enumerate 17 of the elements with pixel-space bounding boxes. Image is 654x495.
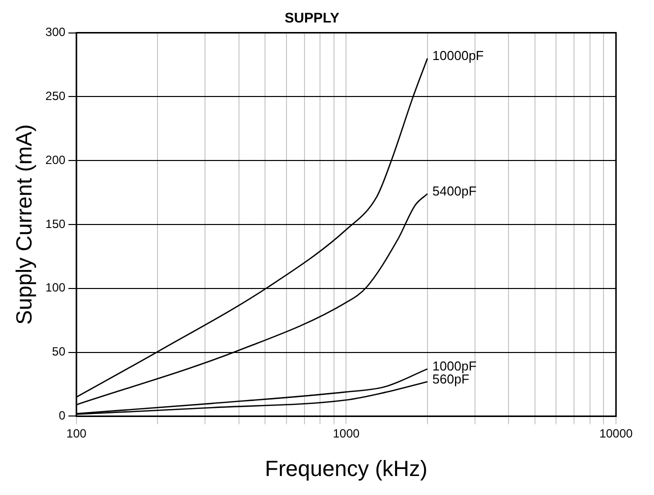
x-tick-label: 1000 (332, 426, 360, 441)
y-tick-label: 300 (45, 25, 66, 40)
x-tick-label: 100 (66, 426, 87, 441)
y-axis-title: Supply Current (mA) (11, 124, 36, 325)
x-tick-label: 10000 (599, 426, 634, 441)
series-label: 1000pF (432, 358, 477, 374)
y-tick-label: 250 (45, 89, 66, 104)
series-label: 560pF (432, 371, 470, 386)
x-axis-title: Frequency (kHz) (264, 456, 428, 481)
chart-title: SUPPLY (284, 9, 340, 26)
series-label: 10000pF (432, 48, 484, 63)
y-tick-label: 0 (58, 408, 66, 423)
y-tick-label: 200 (45, 152, 66, 167)
y-tick-label: 150 (45, 216, 66, 231)
y-tick-label: 100 (45, 280, 66, 295)
series-label: 5400pF (432, 183, 477, 198)
y-tick-label: 50 (52, 344, 66, 359)
